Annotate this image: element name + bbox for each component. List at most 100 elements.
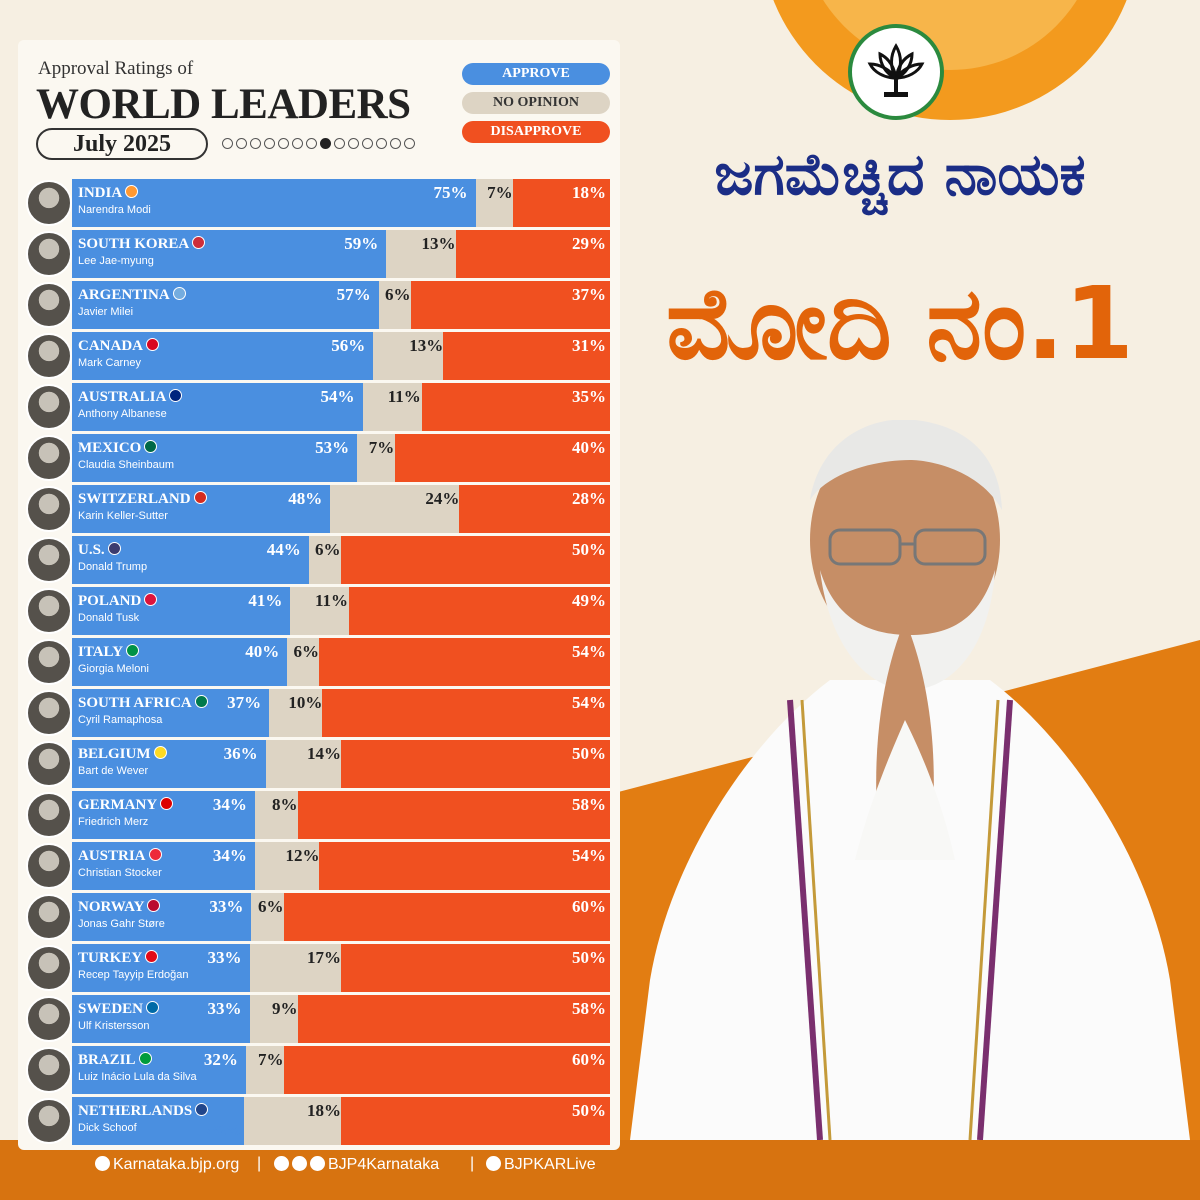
flag-icon: [147, 899, 161, 912]
leader-avatar: [26, 843, 72, 889]
bar-approve: [72, 740, 266, 788]
bar-approve: [72, 893, 252, 941]
bar-disapprove: [319, 638, 610, 686]
chart-date: July 2025: [36, 128, 208, 160]
leader-name: Recep Tayyip Erdoğan: [78, 969, 189, 981]
bar-no-opinion: [373, 332, 444, 380]
footer-separator: |: [257, 1155, 262, 1172]
bar-approve: [72, 638, 288, 686]
approve-value-label: 75%: [433, 183, 468, 202]
country-label: SWEDEN: [78, 1001, 160, 1018]
approve-value-label: 36%: [223, 744, 258, 763]
disapprove-value-label: 58%: [572, 999, 606, 1018]
flag-icon: [172, 287, 186, 300]
country-name: BRAZIL: [78, 1052, 136, 1068]
footer-band: [0, 1140, 1200, 1200]
no-opinion-value-label: 10%: [288, 693, 323, 712]
page-dot[interactable]: [292, 138, 303, 149]
bar-no-opinion: [290, 587, 349, 635]
page-dot[interactable]: [264, 138, 275, 149]
flag-icon: [144, 593, 158, 606]
leader-name: Dick Schoof: [78, 1122, 137, 1134]
leader-avatar: [26, 333, 72, 379]
approve-value-label: 44%: [266, 540, 301, 559]
leader-name: Friedrich Merz: [78, 816, 149, 828]
bar-disapprove: [341, 944, 610, 992]
footer-social[interactable]: BJP4Karnataka: [274, 1156, 439, 1174]
country-label: AUSTRIA: [78, 848, 162, 865]
bar-no-opinion: [249, 995, 298, 1043]
bar-approve: [72, 1046, 246, 1094]
approve-value-label: 48%: [288, 489, 323, 508]
headline-line-1: ಜಗಮೆಚ್ಚಿದ ನಾಯಕ: [714, 140, 1086, 208]
no-opinion-value-label: 12%: [285, 846, 320, 865]
disapprove-value-label: 54%: [572, 846, 606, 865]
bar-approve: [72, 281, 379, 329]
headline-line-2: ಮೋದಿ ನಂ.1: [666, 265, 1134, 382]
bar-no-opinion: [244, 1097, 341, 1145]
no-opinion-value-label: 24%: [425, 489, 460, 508]
approve-value-label: 40%: [245, 642, 280, 661]
flag-icon: [107, 542, 121, 555]
leader-name: Anthony Albanese: [78, 408, 167, 420]
page-dot[interactable]: [376, 138, 387, 149]
bar-disapprove: [513, 179, 610, 227]
leader-name: Christian Stocker: [78, 867, 162, 879]
facebook-icon: [274, 1156, 289, 1171]
bar-no-opinion: [254, 791, 298, 839]
disapprove-value-label: 28%: [572, 489, 606, 508]
flag-icon: [148, 848, 162, 861]
leader-portrait: [630, 420, 1190, 1140]
disapprove-value-label: 50%: [572, 744, 606, 763]
no-opinion-value-label: 6%: [293, 642, 319, 661]
disapprove-value-label: 60%: [572, 897, 606, 916]
bar-disapprove: [341, 536, 610, 584]
leader-name: Lee Jae-myung: [78, 255, 154, 267]
page-dots[interactable]: [222, 138, 415, 149]
leader-name: Claudia Sheinbaum: [78, 459, 175, 471]
no-opinion-value-label: 11%: [314, 591, 349, 610]
leader-name: Luiz Inácio Lula da Silva: [78, 1071, 197, 1083]
page-dot[interactable]: [250, 138, 261, 149]
page-dot[interactable]: [390, 138, 401, 149]
disapprove-value-label: 40%: [572, 438, 606, 457]
footer-website[interactable]: Karnataka.bjp.org: [95, 1156, 239, 1174]
page-dot[interactable]: [306, 138, 317, 149]
no-opinion-value-label: 13%: [421, 234, 456, 253]
page-dot[interactable]: [222, 138, 233, 149]
page-dot[interactable]: [362, 138, 373, 149]
disapprove-value-label: 35%: [572, 387, 606, 406]
bar-disapprove: [394, 434, 610, 482]
leader-name: Karin Keller-Sutter: [78, 510, 168, 522]
leader-avatar: [26, 435, 72, 481]
page-dot[interactable]: [236, 138, 247, 149]
country-name: NETHERLANDS: [78, 1103, 193, 1119]
page-dot[interactable]: [348, 138, 359, 149]
disapprove-value-label: 50%: [572, 540, 606, 559]
page-dot[interactable]: [278, 138, 289, 149]
leader-avatar: [26, 792, 72, 838]
legend-disapprove: DISAPPROVE: [462, 121, 610, 143]
flag-icon: [195, 1103, 209, 1116]
bar-no-opinion: [475, 179, 514, 227]
footer-website-text: Karnataka.bjp.org: [113, 1156, 240, 1173]
bar-disapprove: [341, 740, 610, 788]
bar-approve: [72, 944, 250, 992]
bar-disapprove: [297, 995, 610, 1043]
page-dot[interactable]: [334, 138, 345, 149]
country-label: INDIA: [78, 185, 139, 202]
bjp-lotus-logo: [848, 24, 944, 120]
country-label: POLAND: [78, 593, 158, 610]
bar-no-opinion: [249, 944, 341, 992]
bar-approve: [72, 842, 255, 890]
country-name: TURKEY: [78, 950, 143, 966]
bar-no-opinion: [269, 689, 323, 737]
footer: Karnataka.bjp.org | BJP4Karnataka | BJPK…: [0, 1150, 1200, 1184]
footer-youtube[interactable]: BJPKARLive: [486, 1156, 596, 1174]
page-dot[interactable]: [404, 138, 415, 149]
page-dot[interactable]: [320, 138, 331, 149]
leader-avatar: [26, 1047, 72, 1093]
chart-title-small: Approval Ratings of: [38, 58, 194, 79]
bar-approve: [72, 332, 374, 380]
country-label: GERMANY: [78, 797, 174, 814]
